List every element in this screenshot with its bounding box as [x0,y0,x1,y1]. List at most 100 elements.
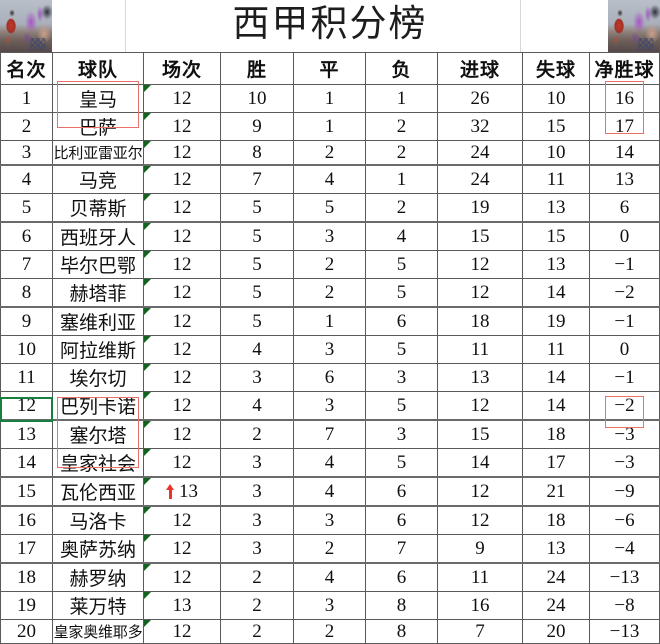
cell-rank: 15 [1,477,53,506]
cell-gf: 12 [438,392,523,421]
cell-matches-played: 12 [144,392,221,421]
cell-loss: 6 [366,477,438,506]
cell-draw: 4 [294,449,366,478]
cell-ga: 18 [523,420,590,449]
cell-team-name: 马竞 [53,165,144,194]
cell-draw: 3 [294,222,366,251]
cell-rank: 19 [1,592,53,620]
cell-note-flag-icon [144,251,151,258]
cell-draw: 3 [294,336,366,364]
cell-ga: 20 [523,620,590,644]
cell-gf: 15 [438,420,523,449]
cell-loss: 4 [366,222,438,251]
cell-loss: 1 [366,85,438,113]
cell-gf: 12 [438,506,523,535]
cell-draw: 4 [294,477,366,506]
up-arrow-icon [166,484,175,499]
cell-note-flag-icon [144,564,151,571]
cell-matches-played-value: 12 [173,452,192,473]
cell-gd: −1 [590,364,660,392]
cell-win: 7 [221,165,294,194]
cell-win: 3 [221,364,294,392]
cell-matches-played: 12 [144,113,221,141]
cell-win: 10 [221,85,294,113]
cell-ga: 14 [523,279,590,308]
cell-gd: −9 [590,477,660,506]
cell-rank: 14 [1,449,53,478]
cell-gd: 0 [590,336,660,364]
cell-gf: 12 [438,251,523,279]
cell-ga: 14 [523,364,590,392]
cell-gd: −13 [590,563,660,592]
cell-gd: −1 [590,251,660,279]
cell-note-flag-icon [144,141,151,148]
cell-gd: 0 [590,222,660,251]
cell-win: 5 [221,251,294,279]
cell-matches-played-value: 12 [173,424,192,445]
cell-matches-played: 12 [144,165,221,194]
cell-gf: 19 [438,194,523,223]
column-header-ga: 失球 [523,53,590,85]
cell-matches-played-value: 12 [173,621,192,642]
cell-matches-played: 12 [144,141,221,166]
cell-gd: 13 [590,165,660,194]
cell-gd: −1 [590,307,660,336]
cell-win: 3 [221,449,294,478]
cell-win: 3 [221,477,294,506]
cell-win: 2 [221,592,294,620]
cell-gf: 18 [438,307,523,336]
cell-note-flag-icon [144,113,151,120]
cell-draw: 2 [294,251,366,279]
cell-team-name: 赫罗纳 [53,563,144,592]
cell-gd: 16 [590,85,660,113]
column-header-gf: 进球 [438,53,523,85]
cell-win: 9 [221,113,294,141]
cell-matches-played-value: 12 [173,367,192,388]
cell-matches-played: 12 [144,85,221,113]
cell-draw: 2 [294,279,366,308]
cell-rank: 3 [1,141,53,166]
cell-ga: 19 [523,307,590,336]
cell-team-name: 瓦伦西亚 [53,477,144,506]
cell-matches-played-value: 12 [173,88,192,109]
cell-gd: 6 [590,194,660,223]
cell-matches-played: 12 [144,506,221,535]
table-row: 3比利亚雷亚尔1282224101426 [1,141,660,166]
cell-loss: 5 [366,449,438,478]
cell-ga: 24 [523,563,590,592]
cell-note-flag-icon [144,507,151,514]
cell-gf: 15 [438,222,523,251]
cell-matches-played: 12 [144,336,221,364]
table-header-row: 名次球队场次胜平负进球失球净胜球积分 [1,53,660,85]
cell-gf: 26 [438,85,523,113]
cell-matches-played-value: 12 [173,567,192,588]
cell-matches-played-value: 13 [173,595,192,616]
cell-gd: 14 [590,141,660,166]
cell-note-flag-icon [144,336,151,343]
cell-team-name: 马洛卡 [53,506,144,535]
cell-loss: 8 [366,592,438,620]
cell-matches-played: 13 [144,477,221,506]
cell-note-flag-icon [144,478,151,485]
cell-team-name: 西班牙人 [53,222,144,251]
cell-matches-played-value: 12 [173,510,192,531]
cell-note-flag-icon [144,592,151,599]
cell-team-name: 阿拉维斯 [53,336,144,364]
cell-ga: 17 [523,449,590,478]
column-header-loss: 负 [366,53,438,85]
cell-matches-played-value: 12 [173,311,192,332]
cell-note-flag-icon [144,308,151,315]
cell-rank: 7 [1,251,53,279]
cell-team-name: 皇家奥维耶多 [53,620,144,644]
cell-matches-played-value: 13 [179,481,198,502]
cell-matches-played-value: 12 [173,395,192,416]
